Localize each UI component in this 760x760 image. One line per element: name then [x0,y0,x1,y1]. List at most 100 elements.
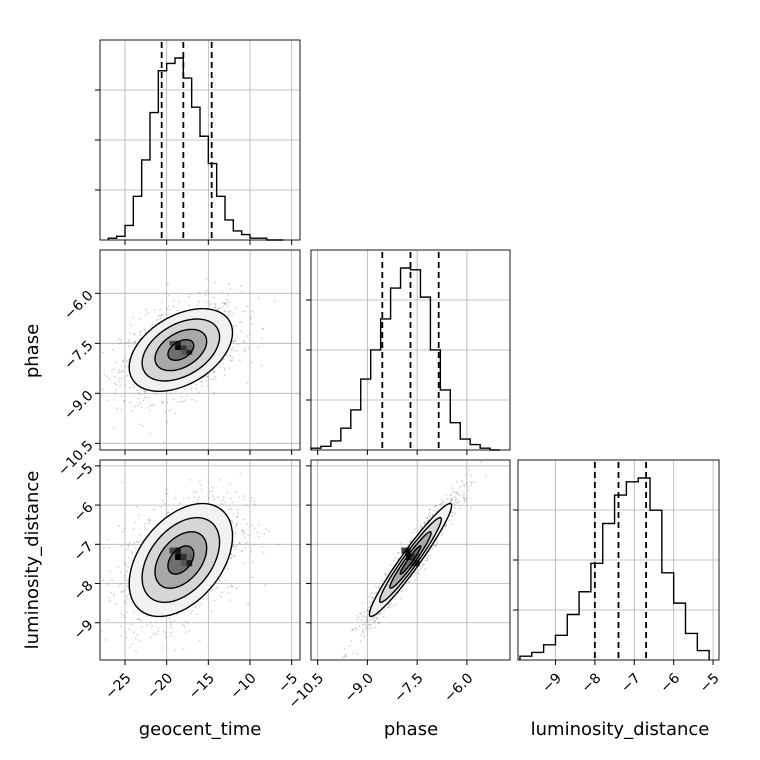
sample-point [227,294,230,297]
sample-point [139,423,142,426]
sample-point [167,282,169,285]
sample-point [103,547,105,550]
sample-point [360,634,362,637]
sample-point [214,378,217,381]
sample-point [465,483,468,486]
sample-point [144,331,147,333]
sample-point [439,503,442,505]
contour-line-2 [141,318,221,382]
sample-point [189,293,192,295]
density-block-1 [175,547,181,554]
sample-point [243,348,246,350]
sample-point [366,619,369,622]
sample-point [223,369,226,372]
sample-point [458,494,461,497]
sample-point [138,317,141,320]
sample-point [366,610,368,613]
sample-point [163,630,165,633]
sample-point [246,381,249,384]
sample-point [124,616,126,619]
sample-point [179,400,182,403]
sample-point [106,375,109,378]
sample-point [198,639,201,642]
sample-point [227,310,230,313]
sample-point [173,619,176,622]
sample-point [205,380,208,382]
sample-point [181,400,184,403]
sample-point [145,308,148,311]
sample-point [424,559,427,562]
sample-point [450,497,453,500]
sample-point [160,314,163,316]
sample-point [424,568,426,571]
sample-point [214,303,217,306]
sample-point [215,587,218,589]
density-block-2 [180,553,187,560]
sample-point [117,371,120,374]
sample-point [124,600,126,603]
sample-point [366,620,368,623]
sample-point [251,524,254,526]
sample-point [197,496,200,498]
sample-point [126,594,129,597]
sample-point [229,355,232,357]
density-block-5 [415,553,420,560]
sample-point [342,656,344,658]
sample-point [372,596,374,599]
sample-point [211,486,214,489]
sample-point [133,541,136,544]
sample-point [431,514,434,516]
sample-point [444,501,446,504]
sample-point [183,388,186,390]
sample-point [107,583,109,586]
sample-point [417,572,420,575]
sample-point [143,389,145,392]
sample-point [126,598,129,600]
sample-point [451,491,454,493]
sample-point [205,277,208,280]
sample-point [209,378,212,380]
sample-point [352,628,354,631]
sample-point [356,618,358,621]
sample-point [174,412,177,415]
sample-point [459,507,462,510]
density-block-4 [186,350,193,355]
sample-point [119,384,122,387]
sample-point [203,291,206,293]
sample-point [178,300,181,303]
sample-point [131,559,134,562]
sample-point [120,612,123,615]
sample-point [423,522,426,525]
sample-point [157,627,160,630]
sample-point [459,485,462,488]
sample-point [390,602,393,604]
sample-point [128,628,131,630]
sample-point [232,545,235,548]
sample-point [127,548,129,551]
sample-point [135,650,137,652]
sample-point [121,530,124,533]
sample-point [155,621,158,623]
sample-point [165,313,168,315]
sample-point [361,631,364,634]
sample-point [370,627,372,630]
sample-point [411,537,414,540]
sample-point [223,302,226,305]
sample-point [113,399,116,401]
sample-point [384,574,387,576]
sample-point [233,555,236,558]
sample-point [470,481,472,484]
sample-point [185,395,188,398]
sample-point [213,281,216,284]
density-block-5 [186,553,193,560]
sample-point [216,309,219,311]
sample-point [466,481,468,484]
sample-point [109,570,112,573]
sample-point [458,500,460,503]
sample-point [110,591,112,594]
sample-point [166,307,169,310]
sample-point [268,530,270,533]
sample-point [420,527,422,529]
sample-point [344,654,347,657]
